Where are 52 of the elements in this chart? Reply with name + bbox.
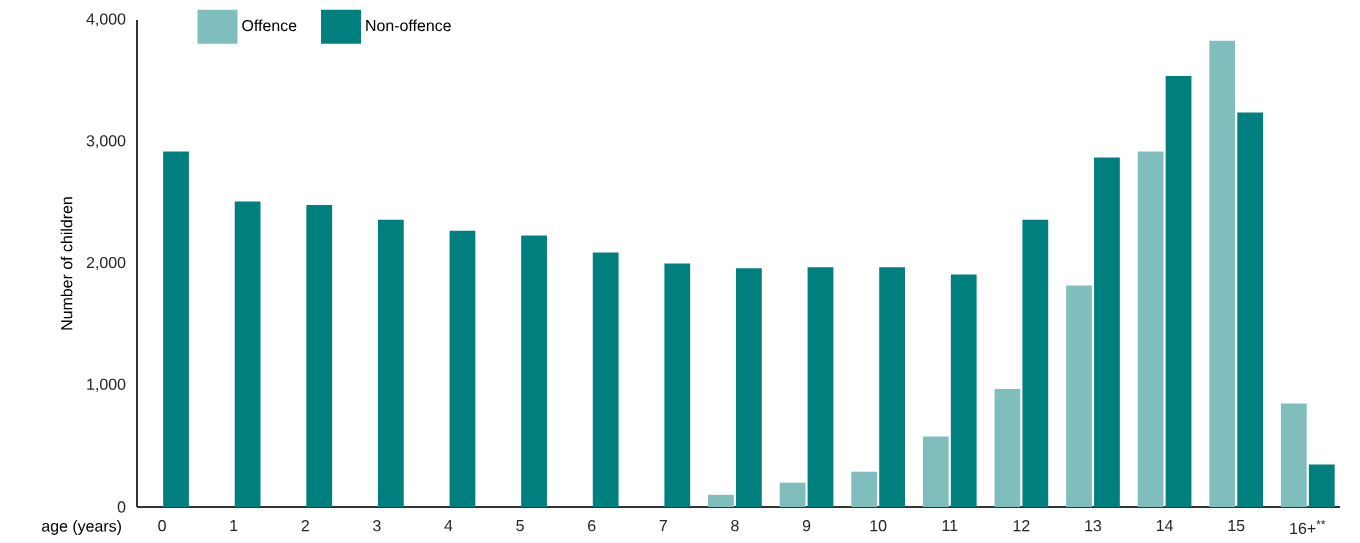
x-tick-label: 1 [230, 520, 238, 532]
bar [736, 268, 762, 507]
bar [234, 201, 261, 507]
bar [879, 267, 905, 507]
bar [922, 436, 949, 507]
y-tick-label: 3,000 [86, 135, 126, 149]
x-tick-label: 11 [942, 520, 958, 532]
bar [306, 205, 333, 507]
bar [994, 388, 1021, 507]
y-tick-label: 0 [117, 501, 126, 513]
bar [1280, 403, 1307, 507]
bar [592, 252, 619, 507]
x-tick-label: 3 [373, 520, 381, 532]
bar [664, 263, 691, 507]
bar [377, 219, 404, 507]
bar [708, 494, 734, 507]
bar [1094, 157, 1120, 507]
bar [1066, 285, 1092, 507]
x-tick-label: 16+$^{**}$ [1290, 520, 1326, 535]
y-tick-label: 2,000 [86, 256, 126, 271]
bar [950, 274, 977, 507]
bar [1308, 464, 1335, 507]
x-tick-label: 9 [802, 520, 811, 532]
bar [1237, 112, 1264, 507]
x-tick-label: 0 [158, 520, 166, 532]
bar [449, 230, 476, 507]
y-axis-title: Number of children [60, 197, 73, 330]
bar [807, 267, 834, 507]
y-tick-label: 1,000 [87, 378, 126, 392]
bar [851, 471, 878, 507]
x-tick-label: 12 [1013, 520, 1030, 532]
x-tick-label: 13 [1085, 520, 1102, 532]
legend-label: Non-offence [366, 19, 451, 32]
x-tick-label: 15 [1228, 520, 1245, 532]
bar [1137, 151, 1164, 507]
x-tick-label: 14 [1156, 520, 1173, 532]
x-tick-label: 10 [870, 520, 887, 532]
x-tick-label: 2 [301, 520, 309, 532]
bar [779, 482, 806, 507]
x-tick-label: 8 [731, 520, 739, 532]
bar [163, 151, 189, 507]
legend-label: Offence [242, 19, 297, 32]
bar [1165, 76, 1192, 507]
x-tick-label: 4 [444, 520, 453, 532]
bar [1022, 219, 1049, 507]
x-tick-label: 6 [588, 520, 596, 532]
x-tick-label: 7 [659, 520, 667, 532]
x-axis-title: age (years) [42, 520, 121, 535]
y-tick-label: 4,000 [86, 13, 126, 27]
bar [1209, 40, 1236, 507]
x-tick-label: 5 [516, 520, 524, 532]
bar [521, 235, 547, 507]
